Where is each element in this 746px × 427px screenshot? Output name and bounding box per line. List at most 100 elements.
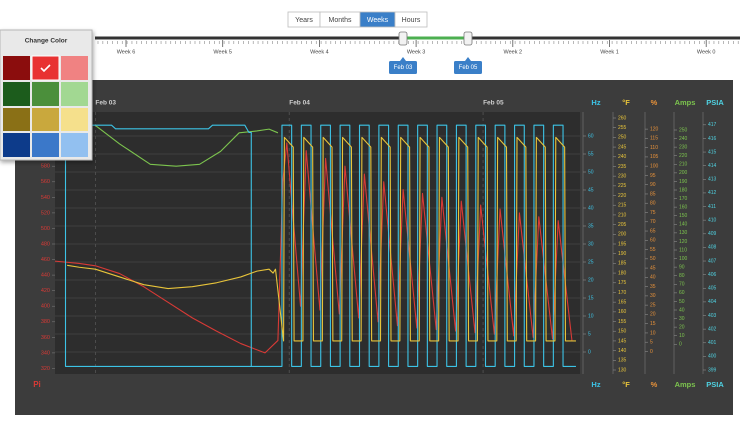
y-tick-label: 170 bbox=[618, 290, 627, 296]
y-tick-label: 140 bbox=[618, 348, 627, 354]
axis-title: °F bbox=[622, 380, 630, 389]
y-tick-label: 10 bbox=[588, 313, 594, 319]
y-tick-label: 407 bbox=[708, 258, 717, 264]
y-tick-label: 100 bbox=[650, 164, 659, 170]
y-tick-label: 50 bbox=[650, 256, 656, 262]
y-tick-label: 120 bbox=[650, 126, 659, 132]
y-tick-label: 105 bbox=[650, 154, 659, 160]
color-swatch[interactable] bbox=[61, 108, 88, 131]
y-tick-label: 520 bbox=[41, 210, 50, 216]
y-tick-label: 110 bbox=[650, 145, 658, 151]
date-label: Feb 03 bbox=[95, 100, 116, 107]
y-tick-label: 230 bbox=[679, 144, 688, 150]
y-tick-label: 215 bbox=[618, 203, 627, 209]
y-tick-label: 30 bbox=[588, 241, 594, 247]
range-handle[interactable] bbox=[398, 31, 408, 46]
y-tick-label: 205 bbox=[618, 222, 627, 228]
y-tick-label: 30 bbox=[650, 293, 656, 299]
y-tick-label: 240 bbox=[618, 154, 627, 160]
y-tick-label: 120 bbox=[679, 239, 688, 245]
y-tick-label: 406 bbox=[708, 272, 717, 278]
range-handle[interactable] bbox=[463, 31, 473, 46]
y-tick-label: 414 bbox=[708, 163, 717, 169]
y-tick-label: 20 bbox=[588, 277, 594, 283]
series-line bbox=[55, 124, 576, 367]
y-tick-label: 250 bbox=[618, 135, 627, 141]
y-tick-label: 190 bbox=[679, 179, 688, 185]
y-tick-label: 55 bbox=[588, 151, 594, 157]
y-tick-label: 235 bbox=[618, 164, 627, 170]
color-swatch[interactable] bbox=[32, 82, 59, 106]
axis-title: PSIA bbox=[706, 98, 724, 107]
range-tag bbox=[454, 61, 482, 74]
y-tick-label: 0 bbox=[650, 349, 653, 355]
color-swatch-selected[interactable] bbox=[31, 55, 60, 81]
y-tick-label: 160 bbox=[618, 309, 627, 315]
y-tick-label: 90 bbox=[679, 264, 685, 270]
y-tick-label: 400 bbox=[41, 304, 50, 310]
color-picker: Change Color bbox=[0, 29, 93, 161]
y-tick-label: 410 bbox=[708, 217, 717, 223]
y-tick-label: 225 bbox=[618, 183, 627, 189]
y-tick-label: 402 bbox=[708, 326, 717, 332]
y-tick-label: 190 bbox=[618, 251, 627, 257]
week-label: Week 4 bbox=[310, 49, 329, 55]
y-tick-label: 45 bbox=[650, 265, 656, 271]
y-tick-label: 30 bbox=[679, 316, 685, 322]
y-tick-label: 25 bbox=[588, 259, 594, 265]
color-swatch[interactable] bbox=[3, 133, 30, 157]
y-tick-label: 411 bbox=[708, 204, 716, 210]
series-line bbox=[95, 124, 279, 167]
range-tag-pointer bbox=[465, 57, 471, 61]
y-tick-label: 416 bbox=[708, 136, 717, 142]
y-tick-label: 210 bbox=[679, 162, 688, 168]
y-tick-label: 180 bbox=[618, 270, 627, 276]
y-tick-label: 40 bbox=[679, 307, 685, 313]
color-swatch[interactable] bbox=[61, 82, 88, 106]
y-tick-label: 135 bbox=[618, 358, 627, 364]
plot-area bbox=[55, 112, 580, 374]
y-tick-label: 70 bbox=[679, 282, 685, 288]
range-tag-label: Feb 05 bbox=[459, 65, 478, 71]
y-tick-label: 45 bbox=[588, 187, 594, 193]
y-tick-label: 80 bbox=[679, 273, 685, 279]
y-tick-label: 150 bbox=[679, 213, 688, 219]
plot-series bbox=[55, 124, 576, 367]
series-line bbox=[65, 124, 252, 367]
color-swatch[interactable] bbox=[61, 56, 88, 80]
y-tick-label: 255 bbox=[618, 125, 627, 131]
y-tick-label: 60 bbox=[679, 290, 685, 296]
range-tag bbox=[389, 61, 417, 74]
y-tick-label: 200 bbox=[618, 232, 627, 238]
color-swatch[interactable] bbox=[3, 108, 30, 131]
y-tick-label: 404 bbox=[708, 299, 717, 305]
y-tick-label: 195 bbox=[618, 241, 627, 247]
y-tick-label: 413 bbox=[708, 177, 717, 183]
y-tick-label: 5 bbox=[650, 340, 653, 346]
y-tick-label: 75 bbox=[650, 210, 656, 216]
y-tick-label: 180 bbox=[679, 187, 688, 193]
y-tick-label: 417 bbox=[708, 122, 717, 128]
range-button-label: Weeks bbox=[367, 17, 389, 24]
color-swatch[interactable] bbox=[32, 133, 59, 157]
y-tick-label: 130 bbox=[618, 367, 627, 373]
y-tick-label: 15 bbox=[588, 295, 594, 301]
color-swatch[interactable] bbox=[3, 56, 30, 80]
y-tick-label: 409 bbox=[708, 231, 717, 237]
y-tick-label: 185 bbox=[618, 261, 627, 267]
color-swatch[interactable] bbox=[61, 133, 88, 157]
y-tick-label: 155 bbox=[618, 319, 627, 325]
y-tick-label: 95 bbox=[650, 173, 656, 179]
axis-title: PSIA bbox=[706, 380, 724, 389]
y-tick-label: 460 bbox=[41, 257, 50, 263]
range-button[interactable] bbox=[394, 11, 428, 28]
y-tick-label: 115 bbox=[650, 136, 658, 142]
y-tick-label: 10 bbox=[650, 330, 656, 336]
y-tick-label: 145 bbox=[618, 338, 627, 344]
y-tick-label: 40 bbox=[588, 205, 594, 211]
color-swatch[interactable] bbox=[3, 82, 30, 106]
y-tick-label: 40 bbox=[650, 275, 656, 281]
color-swatch[interactable] bbox=[32, 108, 59, 131]
